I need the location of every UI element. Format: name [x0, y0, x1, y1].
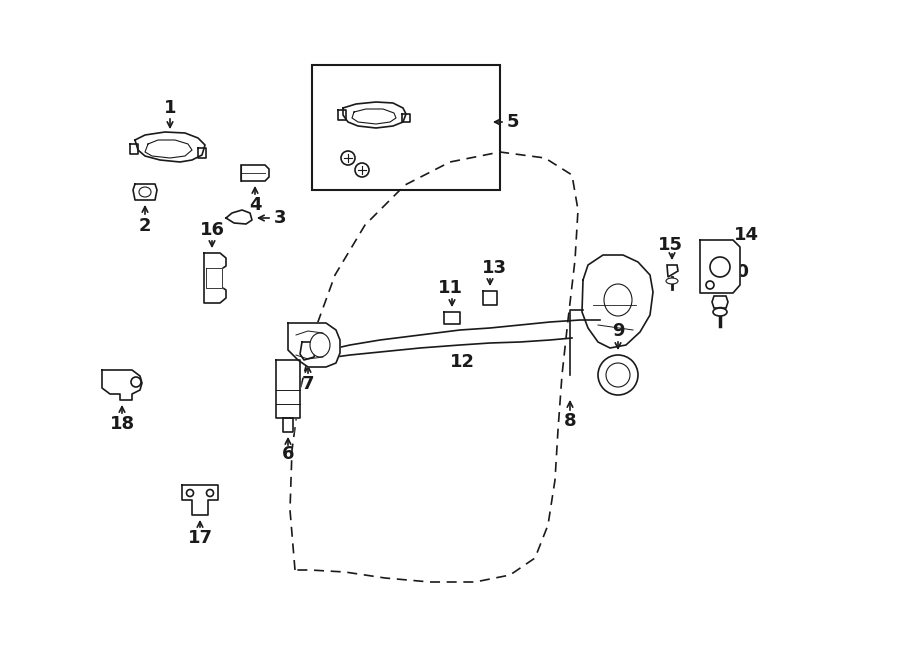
Polygon shape	[352, 109, 396, 124]
Ellipse shape	[310, 333, 330, 357]
Ellipse shape	[666, 278, 678, 284]
Text: 17: 17	[187, 529, 212, 547]
Text: 18: 18	[110, 415, 135, 433]
Polygon shape	[241, 165, 269, 181]
Polygon shape	[712, 296, 728, 308]
Bar	[312, 65, 500, 190]
Text: 9: 9	[612, 322, 625, 340]
Circle shape	[710, 257, 730, 277]
Text: 1: 1	[164, 99, 176, 117]
Circle shape	[606, 363, 630, 387]
Circle shape	[131, 377, 141, 387]
Ellipse shape	[713, 308, 727, 316]
Polygon shape	[145, 140, 192, 158]
Polygon shape	[130, 144, 138, 154]
Polygon shape	[700, 240, 740, 293]
Polygon shape	[483, 291, 497, 305]
Polygon shape	[204, 253, 226, 303]
Text: 6: 6	[282, 445, 294, 463]
Ellipse shape	[139, 187, 151, 197]
Text: 10: 10	[725, 263, 750, 281]
Polygon shape	[667, 265, 678, 277]
Circle shape	[598, 355, 638, 395]
Text: 8: 8	[563, 412, 576, 430]
Text: 13: 13	[482, 259, 507, 277]
Circle shape	[355, 163, 369, 177]
Polygon shape	[338, 110, 346, 120]
Text: 7: 7	[302, 375, 314, 393]
Text: 16: 16	[200, 221, 224, 239]
Polygon shape	[283, 418, 293, 432]
Polygon shape	[206, 268, 222, 288]
Polygon shape	[343, 102, 406, 128]
Circle shape	[706, 281, 714, 289]
Polygon shape	[276, 360, 300, 418]
Polygon shape	[288, 323, 340, 367]
Circle shape	[186, 490, 194, 496]
Polygon shape	[444, 312, 460, 324]
Text: 3: 3	[274, 209, 286, 227]
Circle shape	[206, 490, 213, 496]
Polygon shape	[402, 114, 410, 122]
Polygon shape	[300, 342, 316, 360]
Text: 12: 12	[449, 353, 474, 371]
Circle shape	[341, 151, 355, 165]
Polygon shape	[198, 148, 206, 158]
Polygon shape	[582, 255, 653, 348]
Text: 2: 2	[139, 217, 151, 235]
Text: 5: 5	[507, 113, 519, 131]
Text: 11: 11	[437, 279, 463, 297]
Polygon shape	[226, 210, 252, 224]
Polygon shape	[182, 485, 218, 515]
Polygon shape	[102, 370, 142, 400]
Ellipse shape	[604, 284, 632, 316]
Text: 14: 14	[734, 226, 759, 244]
Text: 4: 4	[248, 196, 261, 214]
Text: 15: 15	[658, 236, 682, 254]
Polygon shape	[135, 132, 205, 162]
Polygon shape	[133, 184, 157, 200]
